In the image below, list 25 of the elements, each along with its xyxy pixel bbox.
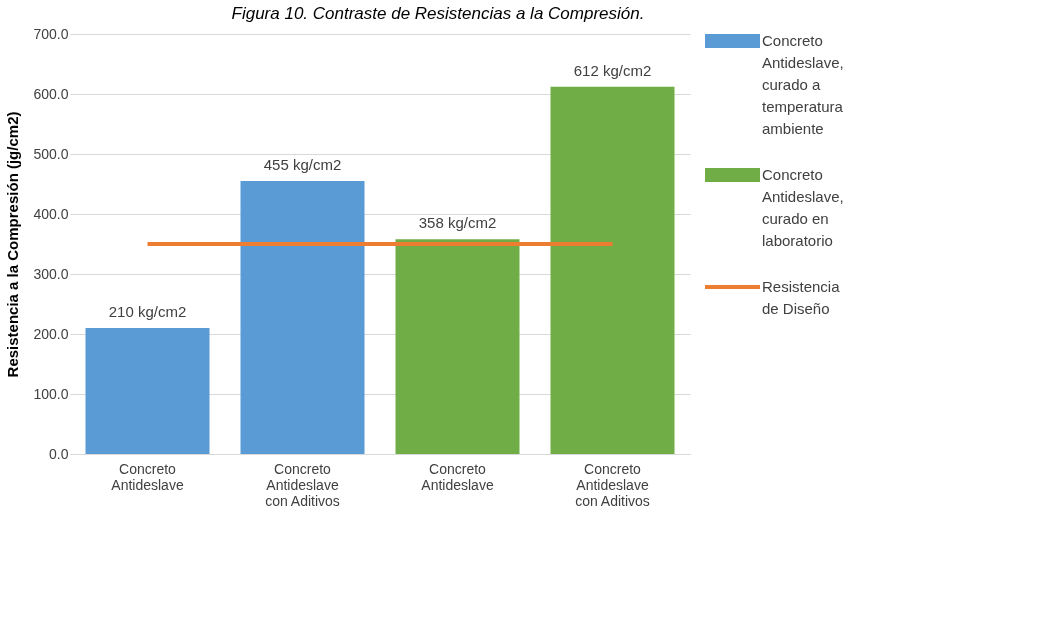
y-tick-label: 0.0 [49,445,69,462]
y-tick-label: 200.0 [33,325,69,342]
legend-label: Resistencia de Diseño [762,278,841,317]
data-label: 358 kg/cm2 [418,214,497,232]
x-tick-label: Concreto Antideslave [111,460,184,493]
data-label: 455 kg/cm2 [263,156,342,173]
y-tick-label: 100.0 [33,385,69,402]
y-tick-label: 700.0 [33,25,69,42]
x-tick-label: Concreto Antideslave con Aditivos [265,460,340,509]
x-tick-label: Concreto Antideslave con Aditivos [575,460,650,509]
bar [85,328,210,454]
x-tick-label: Concreto Antideslave [421,460,494,493]
y-tick-label: 500.0 [33,145,69,162]
y-tick-label: 600.0 [33,85,69,102]
bar [240,181,365,454]
bar [550,86,675,454]
y-tick-label: 300.0 [33,265,69,282]
legend-label: Concreto Antideslave, curado en laboratorio [762,166,844,249]
legend-label: Concreto Antideslave, curado a temperatura ambiente [762,32,844,137]
data-label: 210 kg/cm2 [108,303,187,320]
y-axis-title: Resistencia a la Compresión (jg/cm2) [4,111,22,378]
data-label: 612 kg/cm2 [573,61,652,79]
y-tick-label: 400.0 [33,205,69,222]
bar [395,239,520,454]
chart-title: Figura 10. Contraste de Resistencias a la Compresión. [231,4,645,23]
